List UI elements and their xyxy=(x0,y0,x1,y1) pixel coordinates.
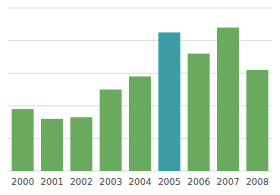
x-tick-label: 2003 xyxy=(99,177,122,187)
bar xyxy=(12,109,34,171)
bar xyxy=(158,32,180,171)
grid-line xyxy=(8,8,272,9)
x-axis-labels: 2000 2001 2002 2003 2004 2005 2006 2007 2008 xyxy=(11,177,269,187)
bar xyxy=(188,54,210,171)
bar xyxy=(246,70,268,171)
chart: 2000 2001 2002 2003 2004 2005 2006 2007 2008 xyxy=(0,0,280,195)
x-tick-label: 2007 xyxy=(217,177,240,187)
bar xyxy=(70,117,92,171)
bar xyxy=(217,28,239,171)
x-tick-label: 2004 xyxy=(129,177,152,187)
x-tick-label: 2008 xyxy=(246,177,269,187)
grid xyxy=(8,8,272,171)
bar xyxy=(41,119,63,171)
x-tick-label: 2000 xyxy=(11,177,34,187)
bars xyxy=(12,28,269,171)
chart-container: 2000 2001 2002 2003 2004 2005 2006 2007 2008 xyxy=(0,0,280,195)
x-tick-label: 2001 xyxy=(41,177,64,187)
bar xyxy=(100,90,122,172)
bar xyxy=(129,76,151,171)
x-tick-label: 2006 xyxy=(187,177,210,187)
x-tick-label: 2002 xyxy=(70,177,93,187)
x-tick-label: 2005 xyxy=(158,177,181,187)
